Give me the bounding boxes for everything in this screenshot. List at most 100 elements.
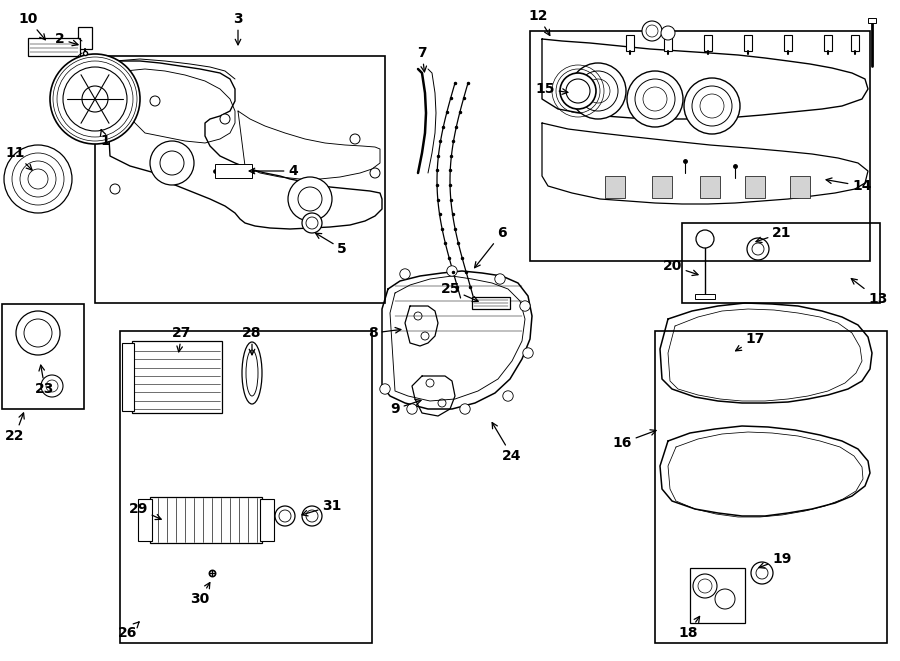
Text: 1: 1 — [100, 130, 110, 148]
Bar — [78, 27, 92, 49]
Circle shape — [426, 379, 434, 387]
Circle shape — [350, 134, 360, 144]
Bar — [138, 499, 152, 541]
Circle shape — [220, 114, 230, 124]
Circle shape — [460, 404, 470, 414]
Bar — [2, 304, 84, 409]
Circle shape — [46, 380, 58, 392]
Circle shape — [110, 184, 120, 194]
Circle shape — [275, 506, 295, 526]
Bar — [215, 164, 252, 178]
Circle shape — [503, 391, 513, 401]
Bar — [472, 297, 510, 309]
Text: 30: 30 — [191, 582, 210, 606]
Bar — [605, 176, 625, 198]
Bar — [132, 341, 222, 413]
Bar — [682, 223, 880, 303]
Circle shape — [302, 213, 322, 233]
Text: 19: 19 — [759, 552, 791, 568]
Text: 24: 24 — [492, 422, 522, 463]
Circle shape — [523, 348, 533, 358]
Circle shape — [560, 73, 596, 109]
Text: 18: 18 — [679, 617, 699, 640]
Circle shape — [495, 274, 505, 284]
Circle shape — [150, 141, 194, 185]
Circle shape — [24, 319, 52, 347]
Bar — [122, 343, 134, 411]
Circle shape — [306, 217, 318, 229]
Circle shape — [150, 96, 160, 106]
Text: 5: 5 — [316, 233, 346, 256]
Circle shape — [82, 86, 108, 112]
Circle shape — [380, 384, 391, 394]
Text: 11: 11 — [5, 146, 32, 170]
Circle shape — [643, 87, 667, 111]
Circle shape — [446, 266, 457, 276]
Bar — [95, 56, 385, 303]
Text: 8: 8 — [368, 326, 400, 340]
Bar — [704, 35, 712, 51]
Text: 4: 4 — [249, 164, 298, 178]
Bar — [120, 331, 372, 643]
Circle shape — [520, 301, 530, 311]
Circle shape — [370, 168, 380, 178]
Circle shape — [586, 79, 610, 103]
Circle shape — [407, 404, 418, 414]
Bar — [745, 176, 765, 198]
Text: 22: 22 — [5, 413, 25, 443]
Text: 17: 17 — [735, 332, 765, 351]
Circle shape — [646, 25, 658, 37]
Bar — [695, 294, 715, 299]
Circle shape — [566, 79, 590, 103]
Bar — [744, 35, 752, 51]
Text: 13: 13 — [851, 278, 887, 306]
Circle shape — [41, 375, 63, 397]
Bar — [655, 331, 887, 643]
Bar — [690, 568, 745, 623]
Circle shape — [298, 187, 322, 211]
Circle shape — [661, 26, 675, 40]
Circle shape — [306, 510, 318, 522]
Circle shape — [700, 94, 724, 118]
Text: 23: 23 — [35, 365, 55, 396]
Text: 2: 2 — [55, 32, 78, 46]
Circle shape — [698, 579, 712, 593]
Circle shape — [302, 506, 322, 526]
Circle shape — [696, 230, 714, 248]
Circle shape — [635, 79, 675, 119]
Circle shape — [438, 399, 446, 407]
Circle shape — [578, 71, 618, 111]
Text: 21: 21 — [756, 226, 791, 243]
Circle shape — [414, 312, 422, 320]
Circle shape — [160, 151, 184, 175]
Bar — [626, 35, 634, 51]
Circle shape — [692, 86, 732, 126]
Bar — [851, 35, 859, 51]
Circle shape — [715, 589, 735, 609]
Text: 26: 26 — [118, 622, 140, 640]
Circle shape — [400, 269, 410, 279]
Bar — [868, 18, 876, 23]
Text: 7: 7 — [418, 46, 427, 72]
Text: 20: 20 — [662, 259, 698, 276]
Bar — [150, 497, 262, 543]
Bar — [664, 35, 672, 51]
Circle shape — [627, 71, 683, 127]
Text: 3: 3 — [233, 12, 243, 45]
Bar — [28, 38, 80, 56]
Bar — [652, 176, 672, 198]
Text: 15: 15 — [536, 82, 568, 96]
Circle shape — [50, 54, 140, 144]
Text: 14: 14 — [826, 178, 871, 193]
Bar — [260, 499, 274, 541]
Circle shape — [752, 243, 764, 255]
Text: 9: 9 — [391, 399, 421, 416]
Circle shape — [756, 567, 768, 579]
Circle shape — [63, 67, 127, 131]
Text: 6: 6 — [474, 226, 507, 268]
Circle shape — [125, 76, 135, 86]
Text: 27: 27 — [172, 326, 192, 352]
Circle shape — [642, 21, 662, 41]
Circle shape — [570, 63, 626, 119]
Bar — [784, 35, 792, 51]
